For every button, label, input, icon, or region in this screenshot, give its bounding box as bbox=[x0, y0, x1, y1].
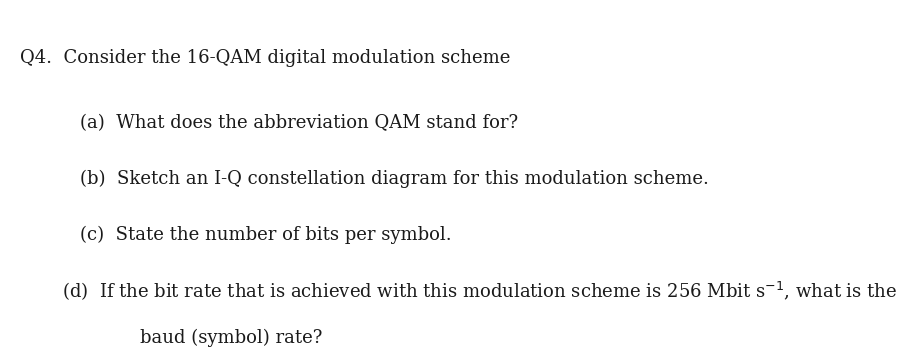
Text: baud (symbol) rate?: baud (symbol) rate? bbox=[140, 329, 323, 347]
Text: (b)  Sketch an I-Q constellation diagram for this modulation scheme.: (b) Sketch an I-Q constellation diagram … bbox=[80, 170, 709, 188]
Text: (d)  If the bit rate that is achieved with this modulation scheme is 256 Mbit s$: (d) If the bit rate that is achieved wit… bbox=[62, 279, 897, 302]
Text: (a)  What does the abbreviation QAM stand for?: (a) What does the abbreviation QAM stand… bbox=[80, 114, 518, 132]
Text: (c)  State the number of bits per symbol.: (c) State the number of bits per symbol. bbox=[80, 226, 452, 244]
Text: Q4.  Consider the 16-QAM digital modulation scheme: Q4. Consider the 16-QAM digital modulati… bbox=[20, 49, 510, 67]
